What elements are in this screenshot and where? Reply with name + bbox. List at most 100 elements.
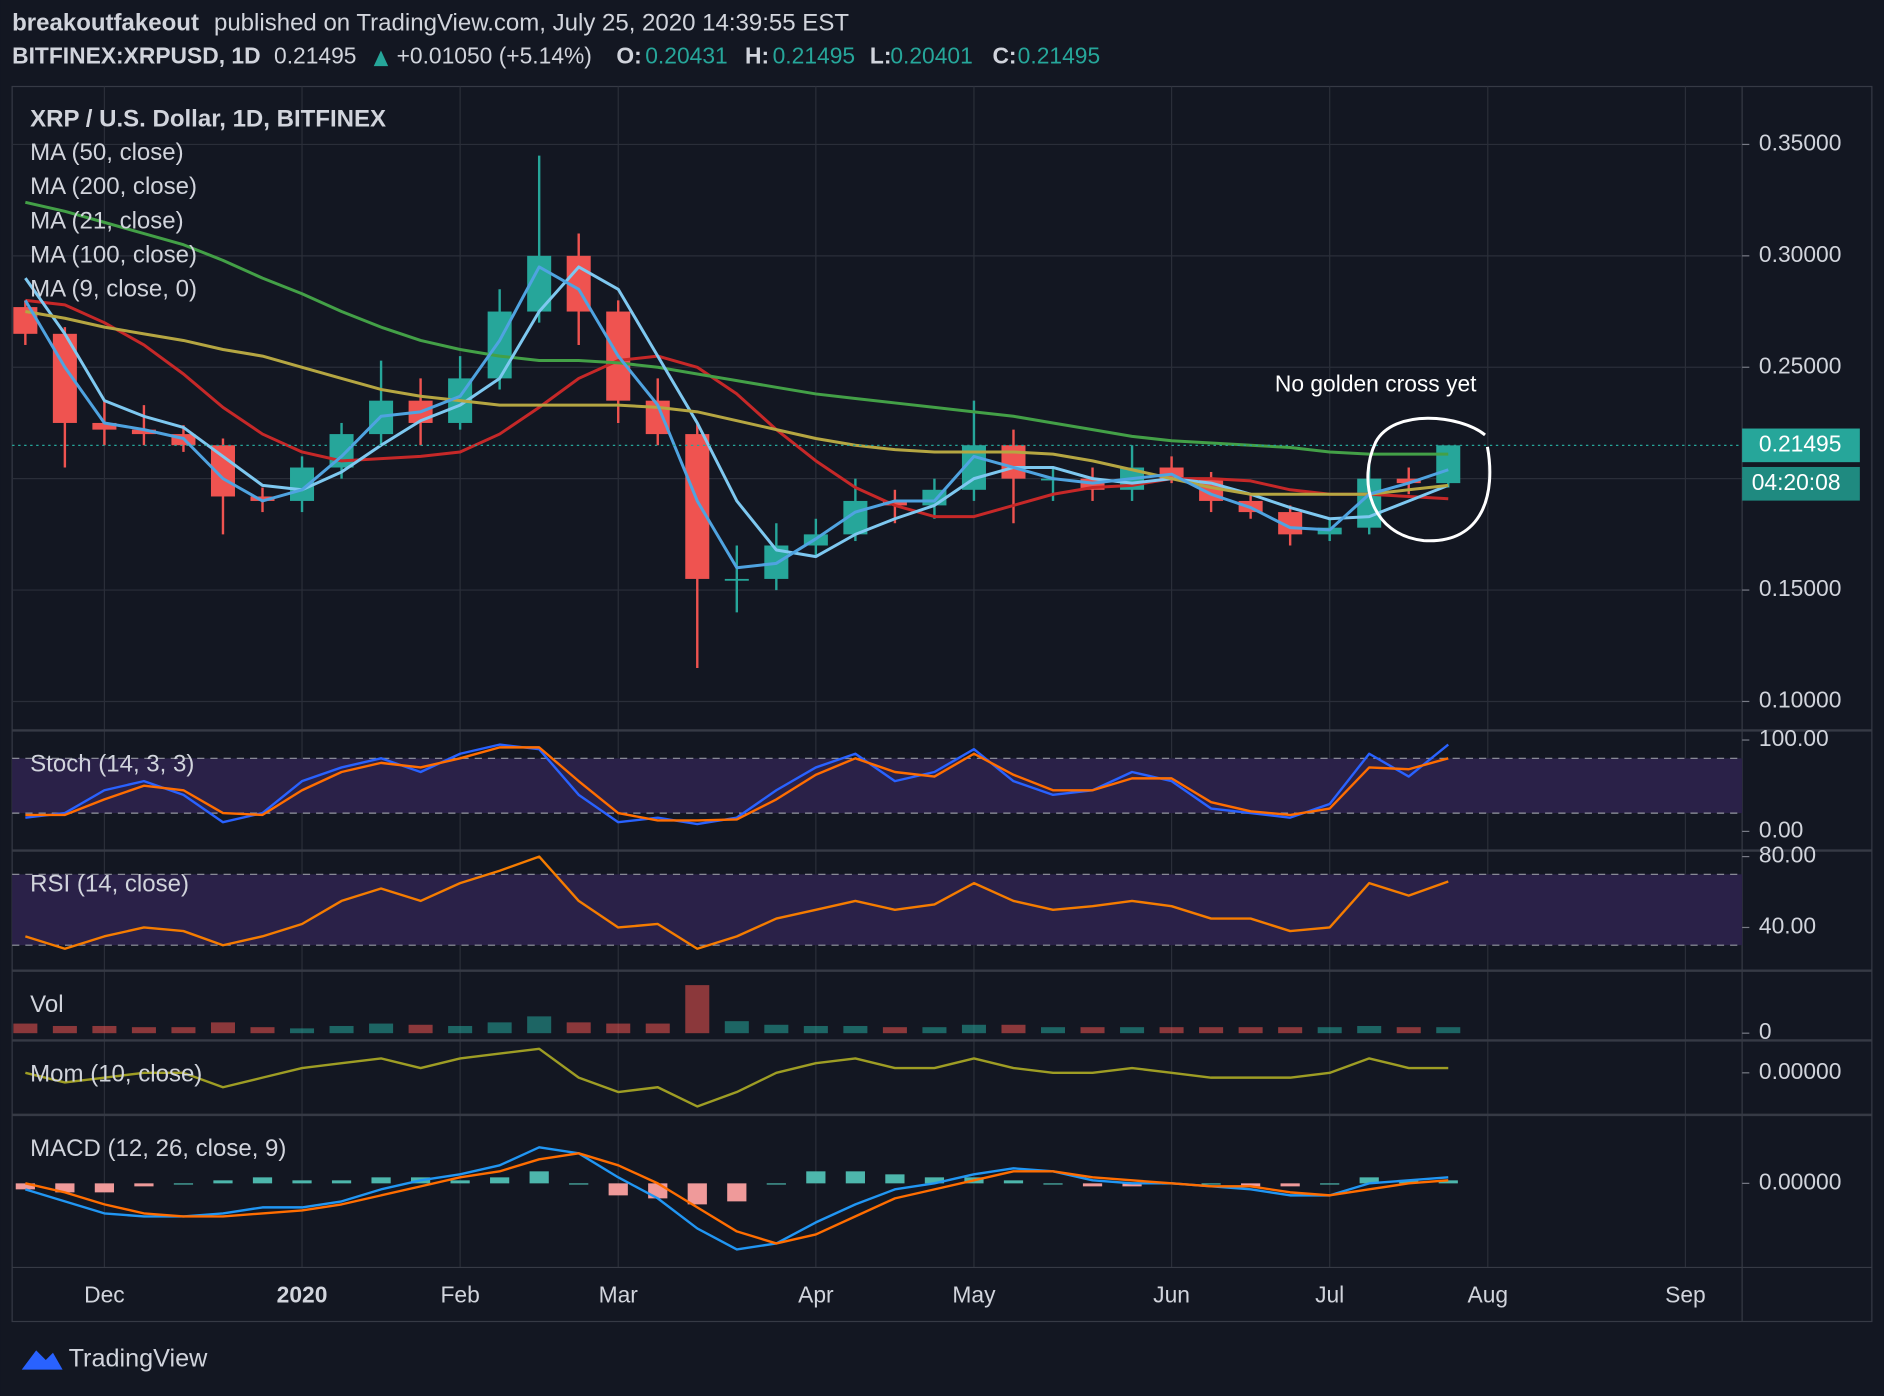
legend-entry: MA (200, close) (30, 173, 197, 200)
histogram-bar (924, 1177, 945, 1184)
volume-bar (408, 1024, 433, 1034)
legend-entry: MA (9, close, 0) (30, 276, 197, 303)
volume-bar (210, 1022, 235, 1034)
ma-line (24, 265, 1449, 559)
band (12, 874, 1743, 946)
histogram-bar (331, 1180, 352, 1184)
candle-body (882, 500, 907, 506)
volume-bar (369, 1023, 394, 1034)
x-tick-label: 2020 (277, 1281, 328, 1307)
histogram-bar (1359, 1177, 1379, 1184)
author: breakoutfakeout (12, 9, 199, 36)
histogram-bar (845, 1171, 865, 1184)
volume-bar (1357, 1025, 1382, 1034)
ohlc-value: 0.20431 (645, 43, 727, 69)
histogram-bar (371, 1177, 391, 1184)
ohlc-key: O: (616, 43, 641, 69)
y-tick-label: 0.00 (1759, 816, 1803, 842)
volume-bar (290, 1028, 315, 1034)
histogram-bar (15, 1183, 35, 1190)
volume-bar (250, 1027, 275, 1034)
histogram-bar (727, 1183, 747, 1202)
y-tick-label: 0.30000 (1759, 241, 1841, 267)
countdown-tag (1742, 466, 1860, 501)
histogram-bar (292, 1180, 312, 1184)
indicator-line (25, 1152, 1449, 1245)
volume-bar (1080, 1027, 1105, 1034)
volume-bar (724, 1021, 749, 1034)
histogram-bar (450, 1180, 470, 1184)
legend-title: XRP / U.S. Dollar, 1D, BITFINEX (30, 105, 386, 132)
histogram-bar (687, 1183, 707, 1205)
pane-title: RSI (14, close) (30, 871, 189, 898)
pane-title: Vol (30, 991, 63, 1018)
histogram-bar (1280, 1183, 1300, 1187)
volume-bar (92, 1025, 117, 1034)
y-tick-label: 0.10000 (1759, 687, 1841, 713)
chart-frame (11, 85, 1873, 1323)
histogram-bar (94, 1183, 115, 1193)
histogram-bar (55, 1183, 75, 1193)
volume-bar (527, 1016, 552, 1034)
volume-bar (843, 1025, 868, 1034)
histogram-bar (529, 1171, 549, 1184)
y-tick-label: 0.00000 (1759, 1168, 1841, 1194)
indicator-line (25, 743, 1450, 826)
volume-bar (171, 1027, 196, 1034)
x-tick-label: May (952, 1281, 996, 1307)
ohlc-value: 0.20401 (890, 43, 972, 69)
histogram-bar (1201, 1183, 1221, 1185)
candle-body (92, 422, 117, 430)
annotation: No golden cross yet (1275, 371, 1477, 397)
volume-bar (131, 1027, 156, 1034)
volume-bar (1001, 1024, 1026, 1034)
volume-bar (487, 1022, 512, 1034)
candle-body (250, 496, 275, 501)
x-tick-label: Sep (1665, 1281, 1706, 1307)
histogram-bar (885, 1174, 905, 1184)
histogram-bar (1043, 1183, 1063, 1185)
legend-entry: MA (50, close) (30, 139, 183, 166)
volume-bar (1120, 1027, 1145, 1034)
x-tick-label: Mar (599, 1281, 639, 1307)
chart-layer: Dec 2020 Feb Mar Apr May Jun Jul Aug Sep 0.35000 0.… (12, 86, 1872, 1322)
indicator-line (25, 1047, 1449, 1108)
volume-bar (961, 1024, 986, 1034)
volume-bar (803, 1025, 828, 1034)
volume-bar (566, 1022, 591, 1034)
volume-bar (448, 1025, 473, 1034)
volume-bar (1238, 1027, 1263, 1034)
volume-bar (685, 985, 710, 1034)
y-tick-label: 80.00 (1759, 842, 1816, 868)
ohlc-value: 0.21495 (1018, 43, 1100, 69)
annotation-circle (1366, 416, 1492, 543)
histogram-bar (173, 1183, 194, 1185)
candle-body (13, 307, 38, 334)
ohlc-key: H: (745, 43, 769, 69)
pane-title: Mom (10, close) (30, 1061, 202, 1088)
ohlc-key: C: (992, 43, 1016, 69)
last: 0.21495 (274, 43, 356, 69)
histogram-bar (252, 1177, 273, 1184)
x-tick-label: Jul (1315, 1281, 1344, 1307)
brand: TradingView (69, 1345, 209, 1373)
histogram-bar (1438, 1180, 1458, 1184)
x-tick-label: Feb (440, 1281, 479, 1307)
candle-body (685, 434, 710, 579)
x-tick-label: Aug (1467, 1281, 1508, 1307)
volume-bar (606, 1023, 631, 1034)
histogram-bar (1399, 1180, 1419, 1184)
legend-entry: MA (21, close) (30, 207, 183, 234)
logo-icon (21, 1350, 63, 1370)
histogram-bar (1122, 1183, 1142, 1187)
ma-line (25, 310, 1449, 496)
histogram-bar (213, 1180, 233, 1184)
published: published on TradingView.com, July 25, 2… (214, 9, 849, 36)
histogram-bar (134, 1183, 154, 1187)
legend-entry: MA (100, close) (30, 241, 197, 268)
x-tick-label: Apr (798, 1281, 834, 1307)
ohlc-value: 0.21495 (773, 43, 855, 69)
volume-bar (1436, 1027, 1461, 1034)
